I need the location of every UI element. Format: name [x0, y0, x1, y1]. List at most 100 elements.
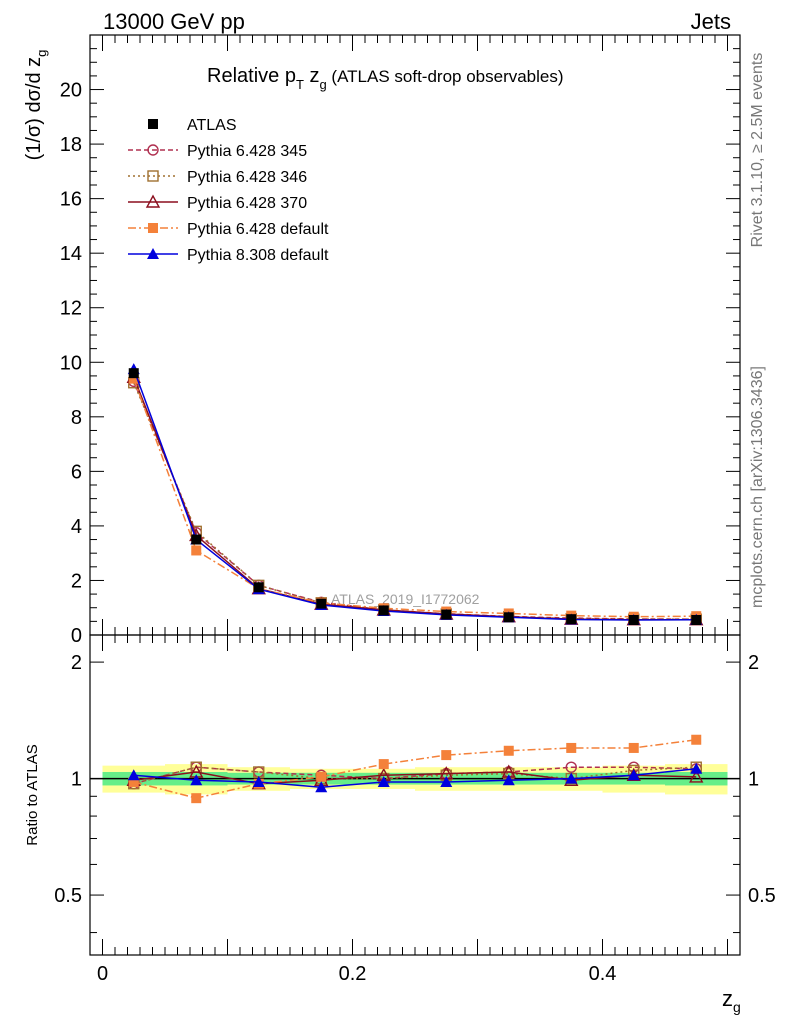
data-point: [147, 248, 159, 259]
side-rivet: Rivet 3.1.10, ≥ 2.5M events: [749, 53, 766, 248]
data-point: [566, 742, 577, 753]
legend: ATLAS Pythia 6.428 345 Pythia 6.428 346 Pyt…: [128, 117, 329, 264]
data-point: [377, 775, 390, 787]
data-point: [191, 545, 202, 556]
ratio-series-line: [133, 771, 697, 785]
data-point: [128, 373, 139, 384]
series-line: [133, 378, 697, 618]
data-point: [127, 769, 140, 781]
y-tick-label: 18: [60, 134, 82, 156]
data-point: [145, 194, 161, 208]
data-point: [691, 734, 702, 745]
y-tick-label: 4: [71, 516, 82, 538]
main-x-ticks: [102, 35, 728, 635]
y-tick-label: 12: [60, 298, 82, 320]
data-point: [316, 771, 327, 782]
data-point: [252, 775, 265, 787]
data-point: [128, 776, 139, 787]
ratio-series-line: [133, 768, 697, 788]
ratio-y-tick-label: 1: [71, 769, 82, 791]
data-point: [378, 759, 389, 770]
data-point: [503, 612, 514, 623]
x-tick-label: 0.4: [589, 963, 617, 985]
data-point: [378, 605, 389, 616]
data-point: [148, 223, 158, 233]
ylabel-main-text: (1/σ) dσ/d z: [23, 57, 45, 161]
series-line: [133, 382, 697, 620]
title-sub-g: g: [319, 77, 326, 92]
series-line: [133, 376, 697, 621]
series-line: [133, 381, 697, 620]
data-point: [503, 745, 514, 756]
ratio-y-ticks: 0.5 0.5 1 1 2 2: [54, 652, 776, 934]
data-point: [147, 170, 159, 182]
y-tick-label: 0: [71, 625, 82, 647]
legend-label: Pythia 6.428 370: [187, 195, 307, 212]
title-mid: z: [304, 65, 320, 87]
data-point: [627, 769, 640, 781]
watermark: ATLAS_2019_I1772062: [331, 591, 480, 607]
xlabel-sub: g: [733, 999, 741, 1015]
y-tick-label: 14: [60, 243, 82, 265]
data-point: [253, 582, 264, 593]
ratio-series: [126, 734, 704, 804]
data-point: [190, 774, 203, 786]
data-point: [628, 615, 639, 625]
ratio-y-tick-label: 0.5: [54, 885, 82, 907]
title-prefix: Relative p: [207, 65, 296, 87]
y-tick-label: 6: [71, 461, 82, 483]
main-panel: 0 2 4 6 8 10 12 14 16 18 20 ATLAS_2019_I1772062 Re…: [23, 34, 741, 647]
data-point: [565, 772, 578, 784]
y-tick-label: 16: [60, 189, 82, 211]
ratio-y-tick-label-right: 2: [748, 652, 759, 674]
data-point: [191, 793, 202, 804]
data-point: [191, 534, 202, 545]
legend-label: ATLAS: [187, 117, 237, 134]
series-line: [133, 368, 697, 621]
legend-label: Pythia 6.428 345: [187, 143, 307, 160]
y-tick-label: 2: [71, 570, 82, 592]
ratio-series-line: [133, 766, 697, 785]
data-point: [441, 609, 452, 620]
x-tick-label: 0: [97, 963, 108, 985]
data-point: [565, 761, 577, 773]
title-suffix: (ATLAS soft-drop observables): [327, 67, 564, 86]
ratio-y-tick-label: 2: [71, 652, 82, 674]
main-series: [126, 363, 704, 626]
legend-label: Pythia 6.428 346: [187, 169, 307, 186]
y-axis-label-ratio: Ratio to ATLAS: [24, 744, 41, 845]
data-point: [316, 598, 327, 609]
side-mcplots: mcplots.cern.ch [arXiv:1306.3436]: [749, 366, 766, 608]
data-point: [315, 781, 328, 793]
ratio-frame: [89, 634, 741, 956]
ratio-x-ticks: [102, 635, 728, 955]
data-point: [502, 774, 515, 786]
ratio-y-tick-label-right: 0.5: [748, 885, 776, 907]
ylabel-main-sub: g: [34, 50, 49, 57]
y-tick-label: 20: [60, 80, 82, 102]
data-point: [440, 775, 453, 787]
x-axis-label: zg: [722, 986, 741, 1015]
ratio-y-tick-label-right: 1: [748, 769, 759, 791]
data-point: [148, 119, 158, 129]
plot-title: Relative pT zg (ATLAS soft-drop observab…: [207, 65, 564, 92]
data-point: [691, 615, 702, 625]
header-left: 13000 GeV pp: [103, 9, 245, 34]
data-point: [441, 750, 452, 761]
y-axis-label-main: (1/σ) dσ/d zg: [23, 50, 49, 161]
data-point: [566, 614, 577, 625]
y-tick-label: 8: [71, 407, 82, 429]
legend-label: Pythia 8.308 default: [187, 247, 329, 264]
ratio-panel: 0.5 0.5 1 1 2 2 Ratio to ATLAS 0 0.2 0.4 zg: [24, 634, 776, 1015]
data-point: [628, 742, 639, 753]
data-point: [128, 368, 139, 379]
y-tick-label: 10: [60, 352, 82, 374]
data-point: [689, 769, 704, 783]
legend-label: Pythia 6.428 default: [187, 221, 329, 238]
main-y-ticks: 0 2 4 6 8 10 12 14 16 18 20: [60, 34, 740, 647]
x-tick-label: 0.2: [339, 963, 367, 985]
data-point: [147, 144, 159, 156]
x-tick-labels: 0 0.2 0.4: [97, 963, 616, 985]
title-sub-t: T: [296, 77, 304, 92]
